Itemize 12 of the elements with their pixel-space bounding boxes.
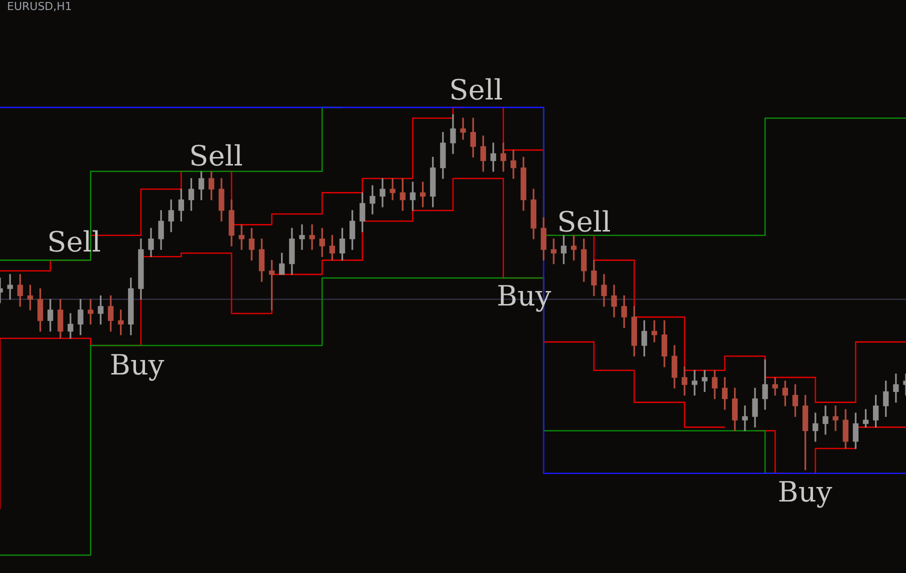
candlestick	[742, 406, 748, 432]
candlestick	[7, 274, 13, 300]
annotation: Sell	[189, 140, 243, 172]
candlestick	[299, 224, 305, 250]
candlestick	[832, 406, 838, 432]
annotation: Buy	[110, 348, 164, 382]
text: Buy	[778, 476, 832, 508]
candlestick	[460, 118, 466, 140]
text: Sell	[449, 74, 503, 106]
chart-title: EURUSD,H1	[7, 0, 72, 13]
annotation: Sell	[557, 206, 611, 238]
candlestick	[309, 224, 315, 250]
